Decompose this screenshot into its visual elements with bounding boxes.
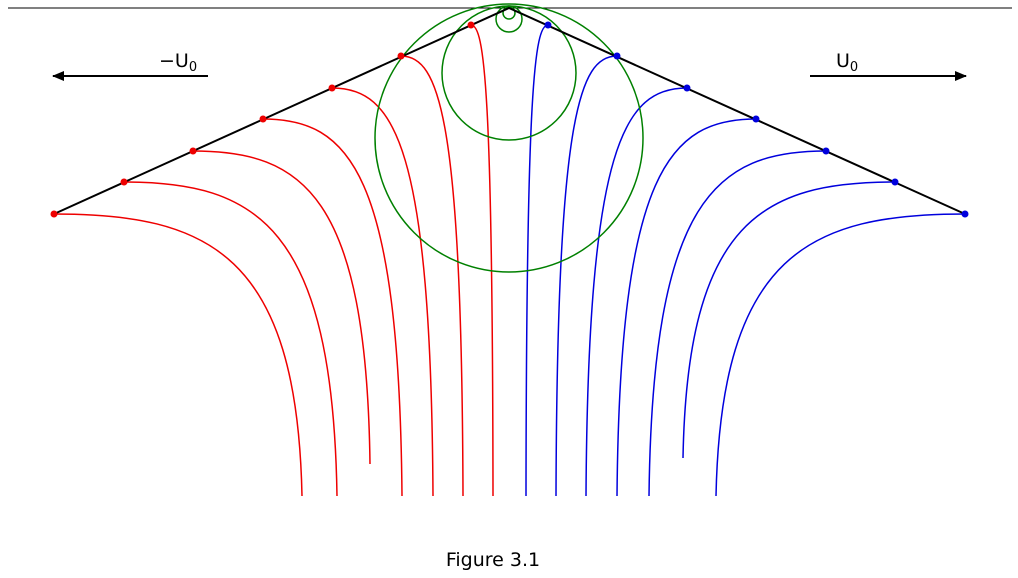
- left-release-point-3: [189, 147, 197, 155]
- right-release-point-2: [613, 52, 621, 60]
- left-streamline-1: [53, 213, 303, 497]
- left-streamline-5: [331, 87, 434, 497]
- right-release-point-6: [891, 178, 899, 186]
- right-velocity-label: U0: [836, 50, 858, 75]
- left-release-point-1: [50, 210, 58, 218]
- right-release-point-3: [683, 84, 691, 92]
- green-circle-1: [374, 3, 644, 273]
- left-streamline-6: [400, 55, 464, 497]
- left-streamline-7: [470, 24, 494, 497]
- right-streamline-1: [525, 24, 549, 497]
- right-release-point-1: [544, 21, 552, 29]
- left-release-point-5: [328, 84, 336, 92]
- left-release-point-7: [467, 21, 475, 29]
- right-release-point-4: [752, 115, 760, 123]
- left-release-point-2: [120, 178, 128, 186]
- right-streamline-5: [648, 150, 827, 497]
- right-release-point-7: [961, 210, 969, 218]
- right-streamline-7: [715, 213, 966, 497]
- green-circle-2: [441, 5, 577, 141]
- green-circles: [374, 3, 644, 273]
- right-streamline-4: [616, 118, 757, 497]
- right-streamline-3: [585, 87, 688, 497]
- left-streamline-4: [262, 118, 403, 497]
- right-streamlines: [525, 24, 966, 497]
- green-circle-3: [495, 5, 523, 33]
- left-release-point-4: [259, 115, 267, 123]
- right-streamline-6: [682, 181, 896, 459]
- wedge-outline: [53, 6, 966, 215]
- left-streamline-2: [123, 181, 338, 497]
- left-release-point-6: [397, 52, 405, 60]
- left-velocity-label: −U0: [159, 50, 197, 75]
- release-points: [50, 21, 969, 218]
- left-streamline-3: [192, 150, 371, 465]
- right-streamline-2: [555, 55, 618, 497]
- figure-caption: Figure 3.1: [445, 549, 541, 571]
- left-streamlines: [53, 24, 494, 497]
- right-release-point-5: [822, 147, 830, 155]
